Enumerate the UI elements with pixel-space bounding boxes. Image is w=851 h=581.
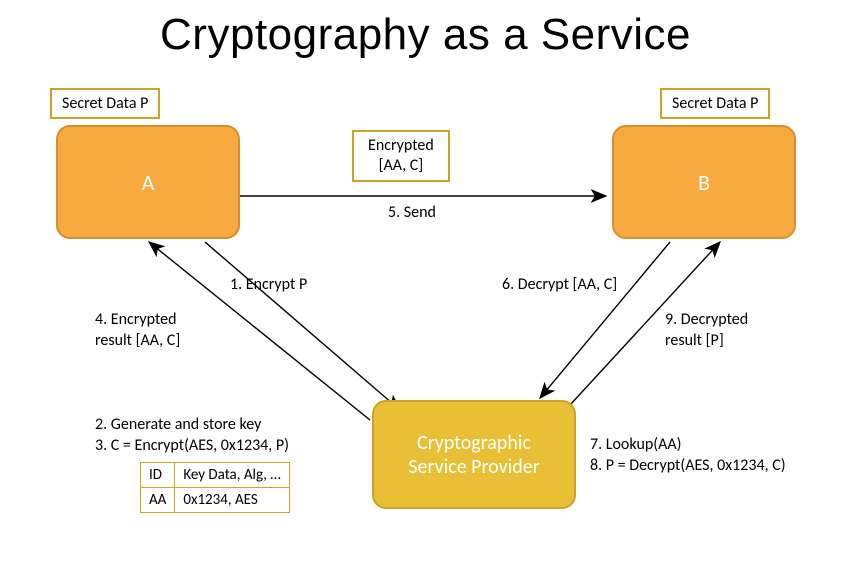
arrow-decrypt-req (540, 242, 670, 398)
node-csp-label-2: Service Provider (408, 455, 539, 479)
node-b: B (612, 125, 796, 239)
step-2: 2. Generate and store key (95, 415, 289, 436)
step-9-line2: result [P] (665, 331, 748, 352)
step-2-3: 2. Generate and store key 3. C = Encrypt… (95, 415, 289, 457)
arrow-encrypted-result (149, 242, 370, 420)
encrypted-box-line1: Encrypted (368, 136, 434, 156)
key-table-data: 0x1234, AES (175, 488, 289, 513)
key-table-hdr-data: Key Data, Alg, … (175, 463, 289, 488)
node-a: A (56, 125, 240, 239)
step-6: 6. Decrypt [AA, C] (502, 275, 617, 296)
key-table-hdr-id: ID (141, 463, 175, 488)
node-csp-label-1: Cryptographic (417, 431, 531, 455)
node-csp: Cryptographic Service Provider (372, 400, 576, 509)
step-4-line2: result [AA, C] (95, 331, 180, 352)
secret-data-b: Secret Data P (660, 88, 770, 119)
step-4: 4. Encrypted result [AA, C] (95, 310, 180, 352)
key-table-id: AA (141, 488, 175, 513)
step-5: 5. Send (388, 203, 436, 224)
node-a-label: A (142, 169, 155, 196)
step-3: 3. C = Encrypt(AES, 0x1234, P) (95, 436, 289, 457)
secret-data-a: Secret Data P (50, 88, 160, 119)
step-9: 9. Decrypted result [P] (665, 310, 748, 352)
key-table: ID Key Data, Alg, … AA 0x1234, AES (140, 462, 290, 513)
table-row: AA 0x1234, AES (141, 488, 290, 513)
table-row: ID Key Data, Alg, … (141, 463, 290, 488)
step-7: 7. Lookup(AA) (590, 435, 786, 456)
encrypted-box-line2: [AA, C] (368, 156, 434, 176)
arrow-encrypt-p (205, 242, 400, 410)
step-9-line1: 9. Decrypted (665, 310, 748, 331)
step-4-line1: 4. Encrypted (95, 310, 180, 331)
step-7-8: 7. Lookup(AA) 8. P = Decrypt(AES, 0x1234… (590, 435, 786, 477)
encrypted-box: Encrypted [AA, C] (352, 130, 450, 182)
step-8: 8. P = Decrypt(AES, 0x1234, C) (590, 456, 786, 477)
page-title: Cryptography as a Service (0, 10, 851, 60)
node-b-label: B (698, 169, 710, 196)
step-1: 1. Encrypt P (230, 275, 307, 296)
